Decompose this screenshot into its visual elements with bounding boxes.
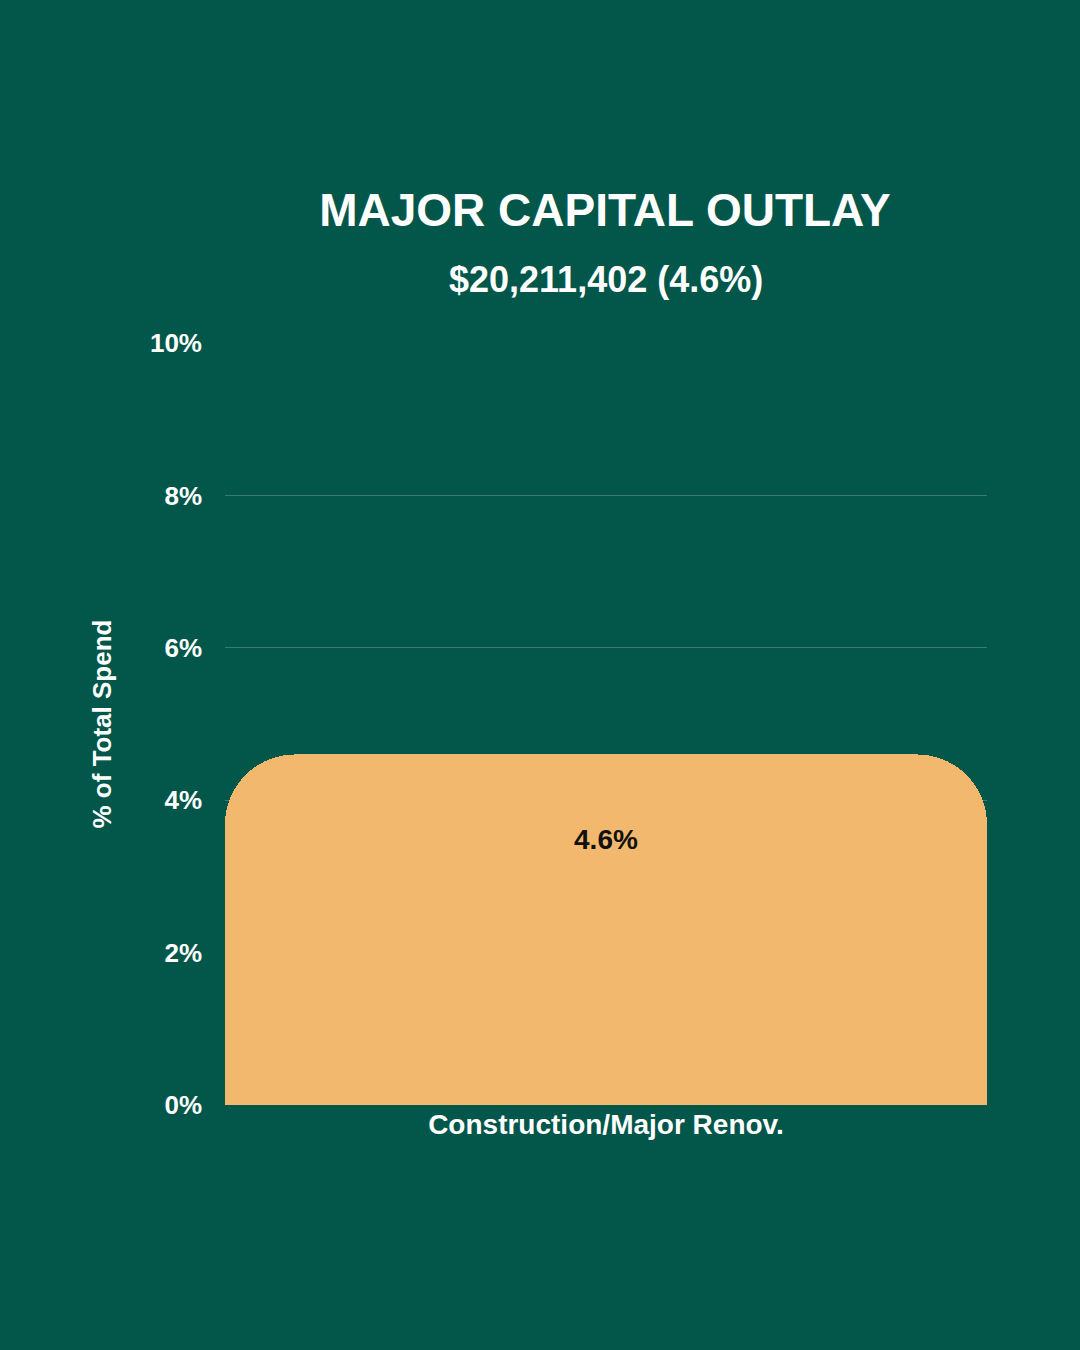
svg-text:8%: 8% (164, 481, 202, 511)
svg-text:4.6%: 4.6% (574, 824, 638, 855)
svg-text:2%: 2% (164, 938, 202, 968)
svg-text:4%: 4% (164, 785, 202, 815)
svg-text:0%: 0% (164, 1090, 202, 1120)
svg-text:10%: 10% (150, 328, 202, 358)
svg-text:Construction/Major Renov.: Construction/Major Renov. (428, 1109, 784, 1140)
svg-text:MAJOR CAPITAL OUTLAY: MAJOR CAPITAL OUTLAY (319, 184, 891, 236)
svg-text:$20,211,402 (4.6%): $20,211,402 (4.6%) (449, 259, 763, 300)
svg-text:% of Total Spend: % of Total Spend (87, 620, 117, 829)
svg-text:6%: 6% (164, 633, 202, 663)
